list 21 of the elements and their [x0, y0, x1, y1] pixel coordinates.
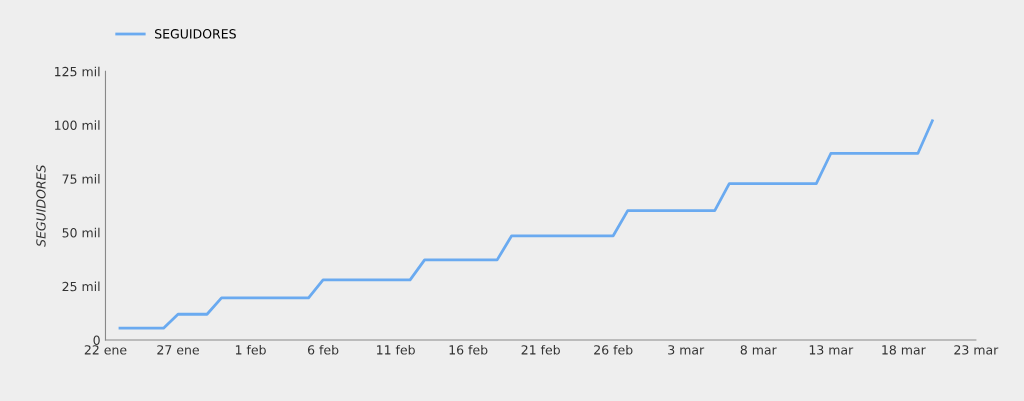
y-tick-label: 125 mil — [55, 66, 100, 77]
x-tick-label: 22 ene — [84, 345, 127, 355]
y-tick-label: 0 — [93, 335, 100, 345]
y-tick-label: 25 mil — [62, 281, 100, 292]
x-tick-label: 13 mar — [809, 345, 854, 355]
legend-label: SEGUIDORES — [155, 29, 236, 39]
y-tick-label: 100 mil — [55, 120, 100, 131]
y-tick-label: 75 mil — [62, 174, 100, 184]
y-axis-title: SEGUIDORES — [36, 164, 46, 247]
x-tick-label: 3 mar — [668, 345, 705, 355]
x-tick-label: 6 feb — [307, 344, 339, 355]
x-tick-label: 26 feb — [594, 344, 633, 355]
x-tick-label: 11 feb — [377, 344, 415, 355]
x-tick-label: 23 mar — [954, 345, 999, 355]
y-tick-label: 50 mil — [62, 227, 100, 238]
x-tick-label: 16 feb — [449, 344, 488, 355]
x-tick-label: 1 feb — [235, 344, 266, 355]
x-tick-label: 27 ene — [157, 345, 199, 355]
x-tick-label: 21 feb — [521, 344, 560, 355]
x-tick-label: 8 mar — [740, 345, 777, 355]
x-tick-label: 18 mar — [882, 345, 926, 355]
